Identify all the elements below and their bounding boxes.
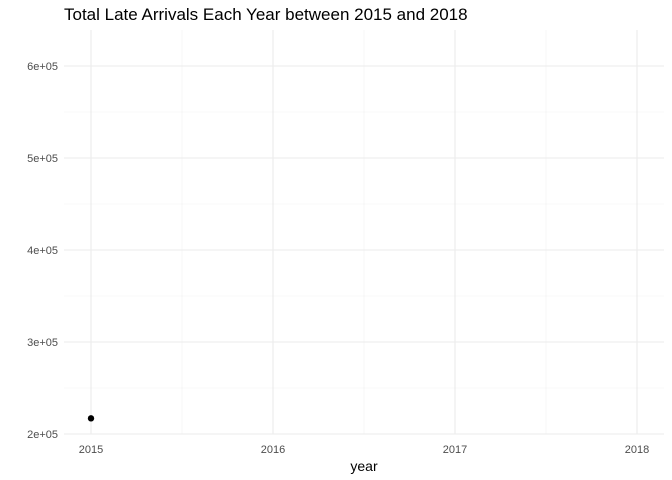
grid-minor (64, 30, 664, 434)
y-tick-label: 4e+05 (27, 245, 58, 257)
x-axis-title: year (350, 458, 378, 474)
chart-title: Total Late Arrivals Each Year between 20… (64, 5, 468, 24)
y-tick-label: 3e+05 (27, 337, 58, 349)
data-point (87, 415, 95, 422)
x-tick-label: 2018 (625, 444, 649, 456)
grid-major (64, 30, 664, 435)
x-tick-label: 2017 (443, 444, 467, 456)
y-tick-label: 6e+05 (27, 61, 58, 73)
y-tick-label: 5e+05 (27, 153, 58, 165)
y-axis-ticks: 2e+05 3e+05 4e+05 5e+05 6e+05 (27, 61, 58, 441)
x-tick-label: 2015 (79, 444, 103, 456)
x-tick-label: 2016 (261, 444, 285, 456)
x-axis-ticks: 2015 2016 2017 2018 (79, 444, 649, 456)
data-points (87, 415, 95, 422)
y-tick-label: 2e+05 (27, 429, 58, 441)
